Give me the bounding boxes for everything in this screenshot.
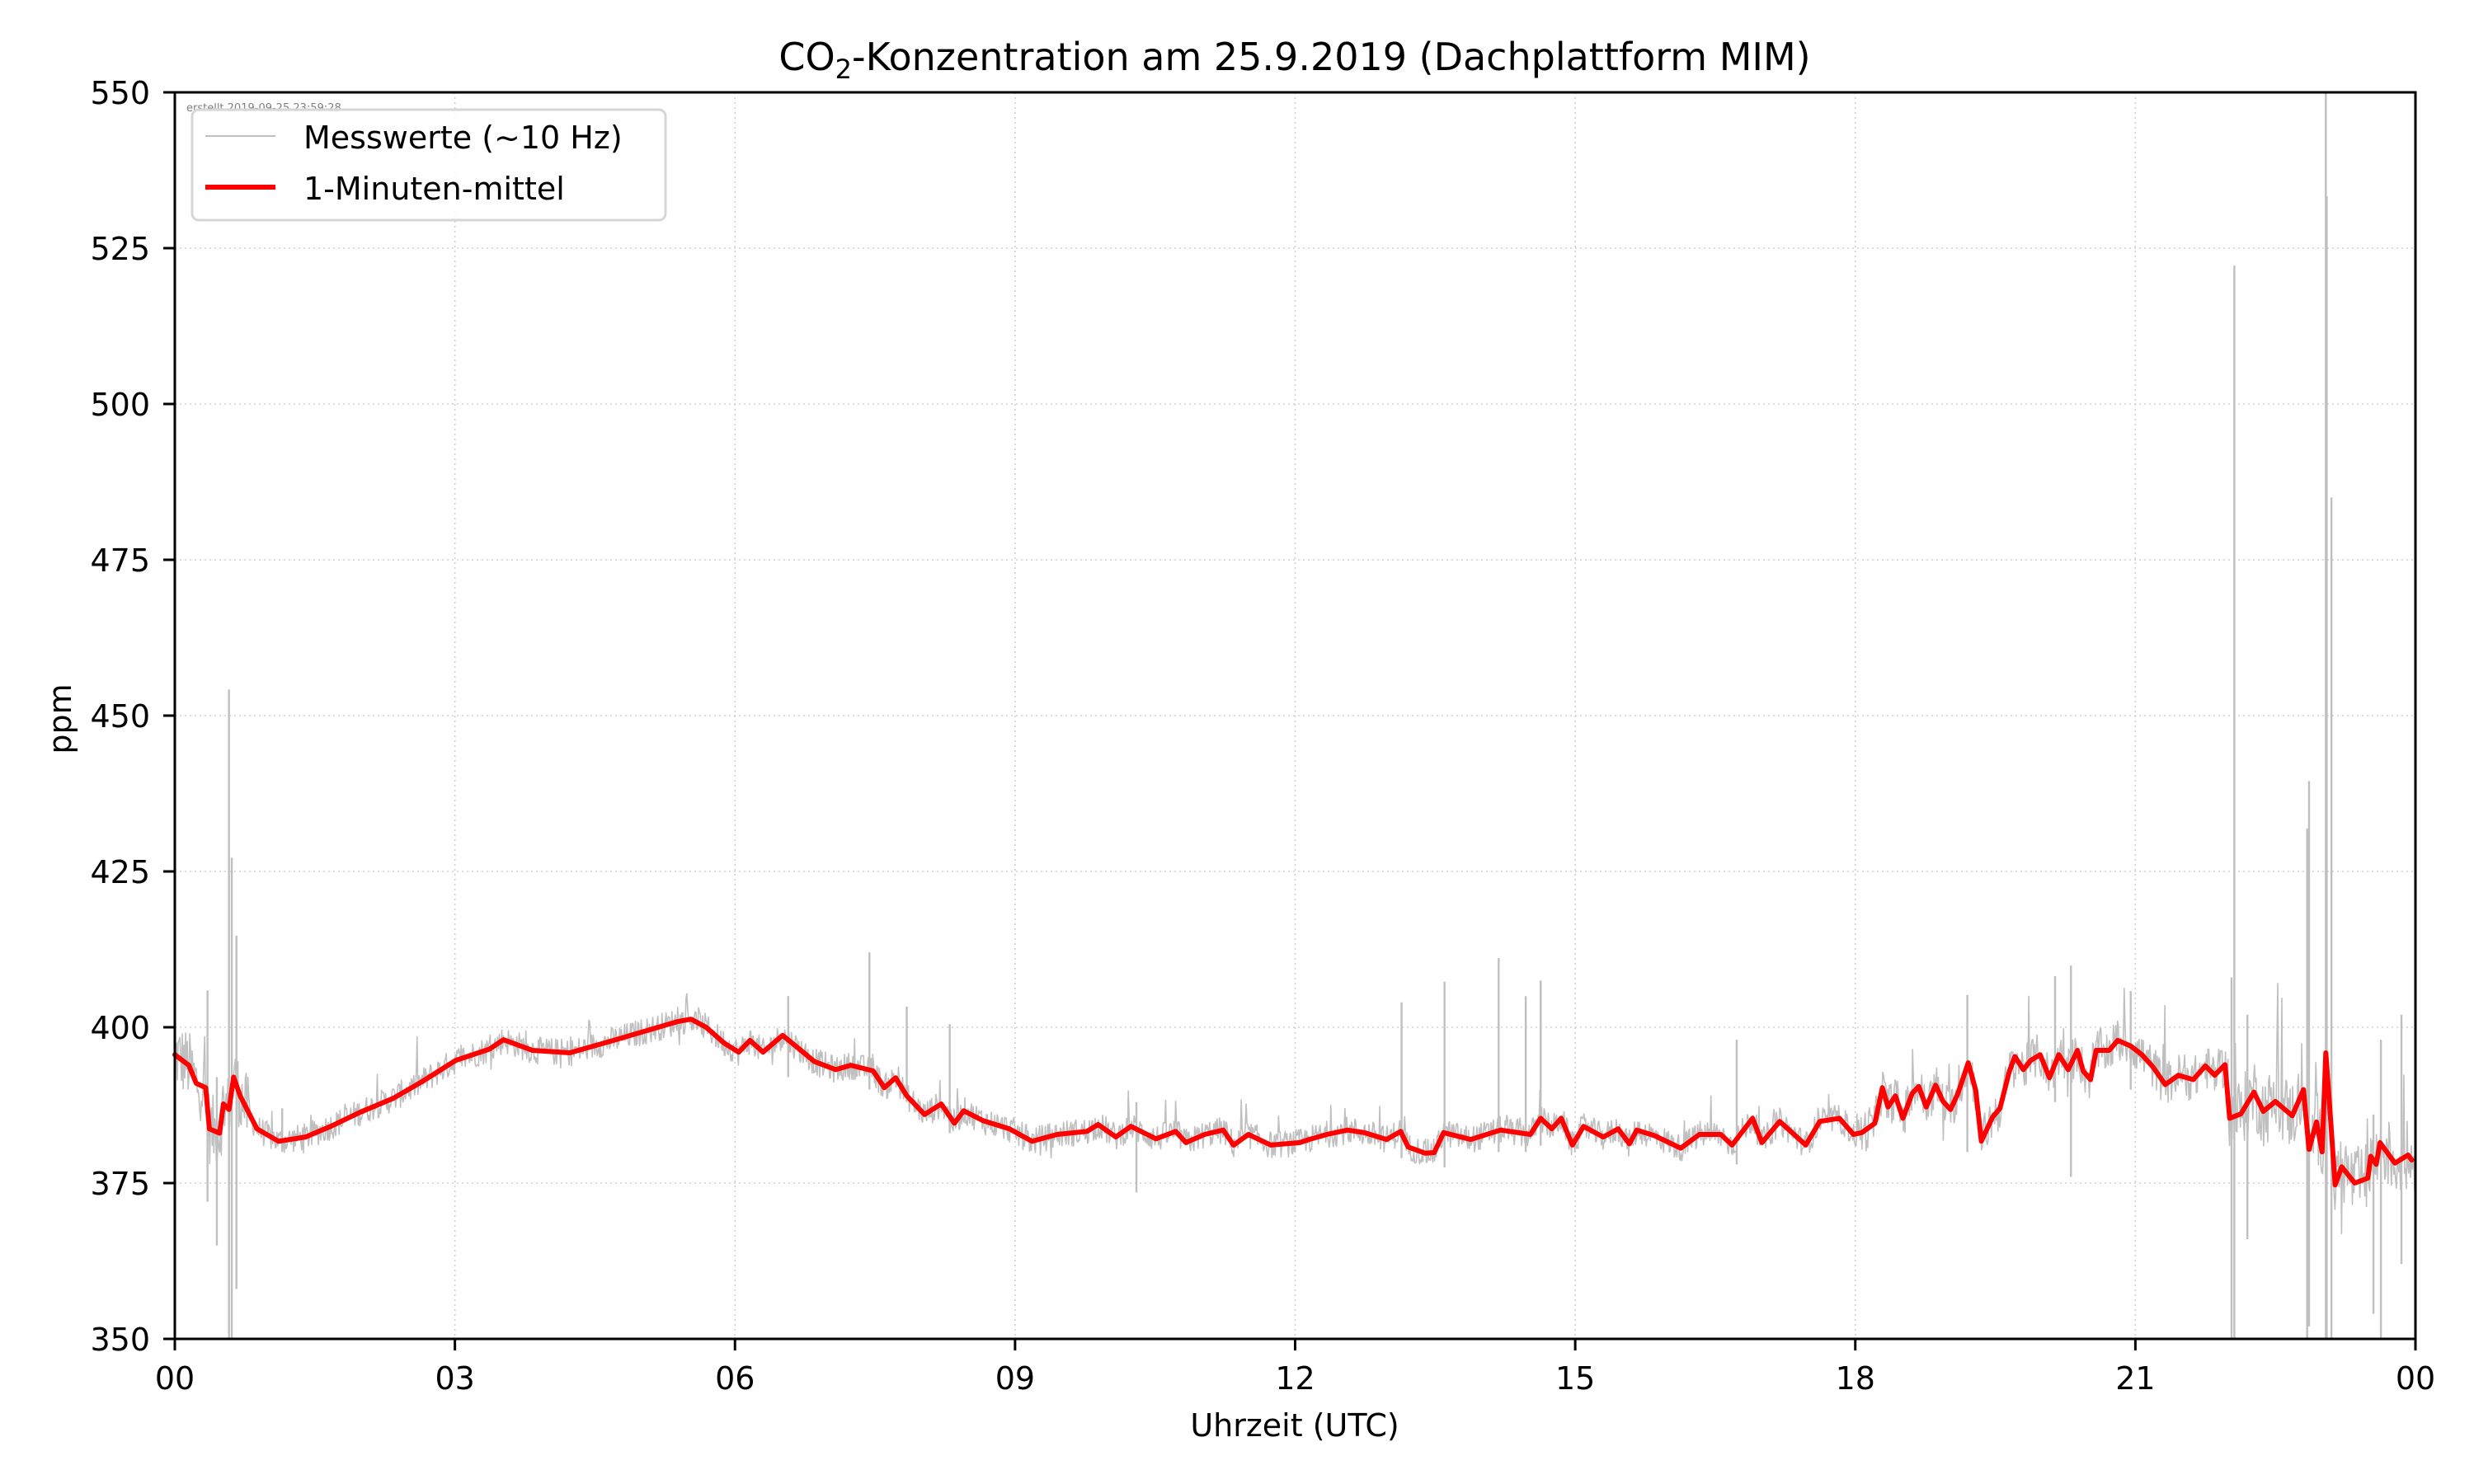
title-rest: -Konzentration am 25.9.2019 (Dachplattfo… — [852, 35, 1811, 79]
legend-box — [190, 108, 667, 222]
x-tick-label: 09 — [995, 1360, 1035, 1397]
mittel-line — [172, 1017, 2415, 1188]
chart-title: CO2-Konzentration am 25.9.2019 (Dachplat… — [778, 35, 1810, 85]
x-tick-label: 03 — [435, 1360, 474, 1397]
y-tick-label: 425 — [90, 854, 150, 890]
x-tick-label: 06 — [715, 1360, 755, 1397]
x-tick-label: 12 — [1275, 1360, 1315, 1397]
legend-label-1-minuten-mittel: 1-Minuten-mittel — [303, 171, 565, 207]
x-axis-ticks: 00 03 06 09 12 15 18 21 00 — [155, 1339, 2435, 1397]
series-messwerte — [174, 92, 2416, 1339]
y-tick-label: 400 — [90, 1010, 150, 1046]
y-tick-label: 350 — [90, 1322, 150, 1358]
x-tick-label: 00 — [2396, 1360, 2435, 1397]
x-tick-label: 18 — [1836, 1360, 1875, 1397]
x-tick-label: 15 — [1555, 1360, 1595, 1397]
y-tick-label: 450 — [90, 698, 150, 735]
y-tick-label: 550 — [90, 75, 150, 111]
x-tick-label: 21 — [2115, 1360, 2155, 1397]
y-tick-label: 475 — [90, 542, 150, 579]
legend-label-messwerte: Messwerte (~10 Hz) — [303, 120, 623, 156]
series-1-minuten-mittel — [172, 1017, 2415, 1188]
title-main: CO — [778, 35, 835, 79]
gridlines — [175, 92, 2415, 1339]
legend: Messwerte (~10 Hz) 1-Minuten-mittel — [190, 108, 667, 222]
x-axis-label: Uhrzeit (UTC) — [1190, 1407, 1399, 1444]
x-tick-label: 00 — [155, 1360, 195, 1397]
y-axis-label: ppm — [42, 683, 78, 754]
y-tick-label: 375 — [90, 1166, 150, 1202]
y-tick-label: 525 — [90, 231, 150, 267]
y-tick-label: 500 — [90, 387, 150, 423]
title-subscript: 2 — [835, 54, 852, 85]
y-axis-ticks: 350 375 400 425 450 475 500 525 550 — [90, 75, 175, 1358]
